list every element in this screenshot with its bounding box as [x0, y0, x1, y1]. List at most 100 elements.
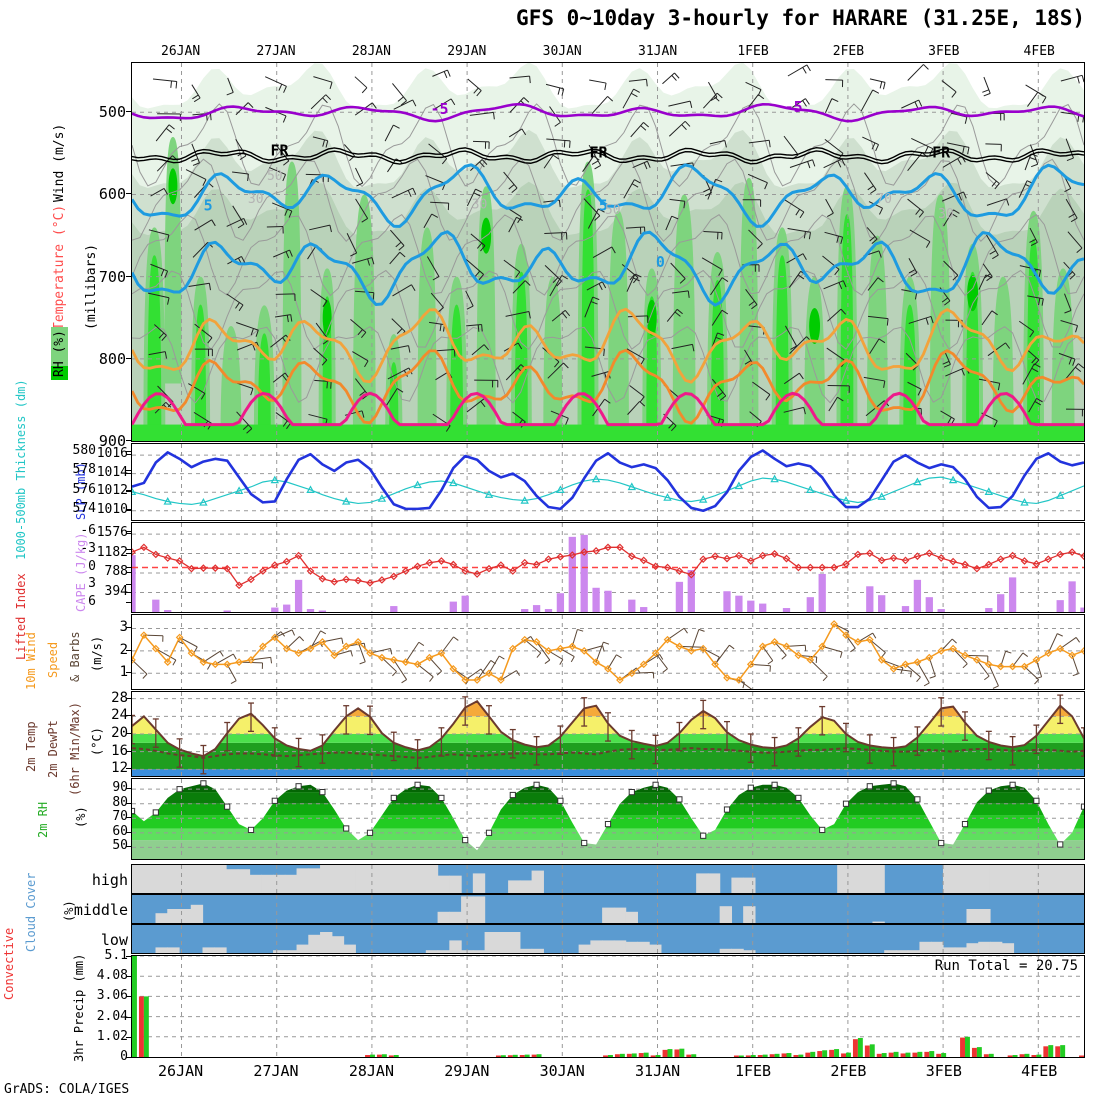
panel-rh2m	[131, 778, 1085, 860]
contour-label: 5	[204, 196, 213, 214]
contour-label: 70	[876, 192, 892, 207]
axis-title-rh2m: 2m RH	[36, 801, 50, 838]
y-tick-mark	[126, 996, 132, 998]
y-tick-mark	[126, 548, 132, 550]
y-tick-mark	[126, 649, 132, 651]
y-tick-label: 1182	[96, 544, 128, 560]
y-tick-label: 500	[98, 103, 126, 122]
page-title: GFS 0~10day 3-hourly for HARARE (31.25E,…	[516, 6, 1085, 30]
y-tick-label: 600	[98, 185, 126, 204]
y-tick-mark	[126, 584, 132, 586]
y-tick-label: 394	[104, 583, 128, 599]
y-tick-mark	[126, 472, 132, 474]
y-tick-label: 5.1	[104, 948, 128, 963]
y-tick-label: 80	[112, 794, 128, 810]
y-tick-label: 1014	[96, 464, 128, 480]
panel-cloud-middle	[131, 894, 1085, 924]
contour-label: 50	[605, 203, 621, 218]
y-tick-mark	[126, 509, 132, 511]
y-tick-mark	[126, 489, 132, 491]
y-tick-mark	[126, 846, 132, 848]
time-label-top-4feb: 4FEB	[1023, 44, 1055, 59]
panel-cape-lifted-index	[131, 522, 1085, 613]
y-tick-label: 1	[119, 664, 128, 681]
cloud-level-label-middle: middle	[73, 901, 128, 919]
y-tick-label: 900	[98, 432, 126, 450]
cloud-level-label-high: high	[91, 871, 128, 889]
time-label-bottom-31jan: 31JAN	[635, 1062, 681, 1080]
time-label-bottom-4feb: 4FEB	[1021, 1062, 1058, 1080]
y-tick-mark	[126, 768, 132, 770]
time-label-top-31jan: 31JAN	[638, 44, 678, 59]
y-tick-mark	[126, 533, 132, 535]
axis-title-cloud-cover: Cloud Cover	[24, 872, 38, 952]
y-tick-label: 20	[111, 725, 128, 741]
y-tick-mark	[126, 1057, 132, 1058]
y-tick-label: 574	[72, 501, 96, 517]
y-tick-label: 3	[88, 576, 96, 592]
y-tick-mark	[126, 831, 132, 833]
contour-label: 30	[472, 198, 488, 213]
contour-label: 50	[267, 169, 283, 184]
run-total-label: Run Total = 20.75	[934, 958, 1078, 974]
time-label-top-28jan: 28JAN	[351, 44, 391, 59]
y-tick-mark	[126, 802, 132, 804]
panel-cloud-high	[131, 864, 1085, 894]
y-tick-label: 1010	[96, 501, 128, 517]
y-tick-mark	[126, 440, 132, 441]
y-tick-label: 0	[120, 1049, 128, 1064]
cloud-level-label-low: low	[100, 931, 128, 949]
contour-label: 30	[248, 192, 264, 207]
y-tick-label: 1012	[96, 483, 128, 499]
time-label-top-26jan: 26JAN	[161, 44, 201, 59]
axis-title-precip-convective: Convective	[2, 927, 16, 1000]
y-tick-label: -3	[80, 540, 96, 556]
y-tick-label: 1576	[96, 525, 128, 541]
axis-title-millibars: (millibars)	[84, 243, 99, 330]
panel-cloud-low	[131, 924, 1085, 954]
y-tick-mark	[126, 491, 132, 493]
y-tick-mark	[126, 591, 132, 593]
y-tick-mark	[126, 454, 132, 456]
contour-label: 0	[656, 253, 665, 271]
y-tick-mark	[126, 566, 132, 568]
y-tick-mark	[126, 956, 132, 957]
y-tick-label: 1016	[96, 446, 128, 462]
y-tick-mark	[126, 470, 132, 472]
y-tick-label: 2	[119, 641, 128, 658]
axis-title-temp2m: 2m Temp	[24, 721, 38, 772]
y-tick-label: 1.02	[96, 1028, 128, 1044]
y-tick-mark	[126, 530, 132, 532]
time-label-bottom-2feb: 2FEB	[830, 1062, 867, 1080]
time-label-top-27jan: 27JAN	[256, 44, 296, 59]
y-tick-label: 70	[112, 809, 128, 825]
y-tick-label: 90	[112, 780, 128, 796]
time-label-bottom-26jan: 26JAN	[158, 1062, 204, 1080]
panel-temp-dewpt	[131, 691, 1085, 777]
y-tick-mark	[126, 817, 132, 819]
y-tick-label: 28	[111, 689, 128, 706]
time-label-bottom-28jan: 28JAN	[348, 1062, 394, 1080]
time-label-bottom-29jan: 29JAN	[444, 1062, 490, 1080]
y-tick-mark	[126, 697, 132, 699]
y-tick-mark	[126, 627, 132, 629]
y-tick-label: 2.04	[96, 1008, 128, 1024]
time-label-top-3feb: 3FEB	[928, 44, 960, 59]
panel-wind10m	[131, 614, 1085, 690]
contour-label: -5	[785, 98, 803, 116]
y-tick-label: 580	[72, 442, 96, 458]
y-tick-mark	[126, 111, 132, 113]
y-tick-label: 576	[72, 481, 96, 497]
time-label-bottom-30jan: 30JAN	[539, 1062, 585, 1080]
panel-slp-thickness	[131, 443, 1085, 521]
axis-title-wind10m-speed: Speed	[46, 641, 60, 678]
axis-title-thickness: 1000-500mb Thickness (dm)	[14, 379, 28, 560]
y-tick-mark	[126, 733, 132, 734]
y-tick-label: 700	[98, 267, 126, 286]
y-tick-mark	[126, 193, 132, 195]
y-tick-mark	[126, 275, 132, 277]
y-tick-label: 3	[119, 619, 128, 636]
time-label-bottom-3feb: 3FEB	[925, 1062, 962, 1080]
y-tick-mark	[126, 1036, 132, 1038]
y-tick-label: 3.06	[96, 988, 128, 1004]
